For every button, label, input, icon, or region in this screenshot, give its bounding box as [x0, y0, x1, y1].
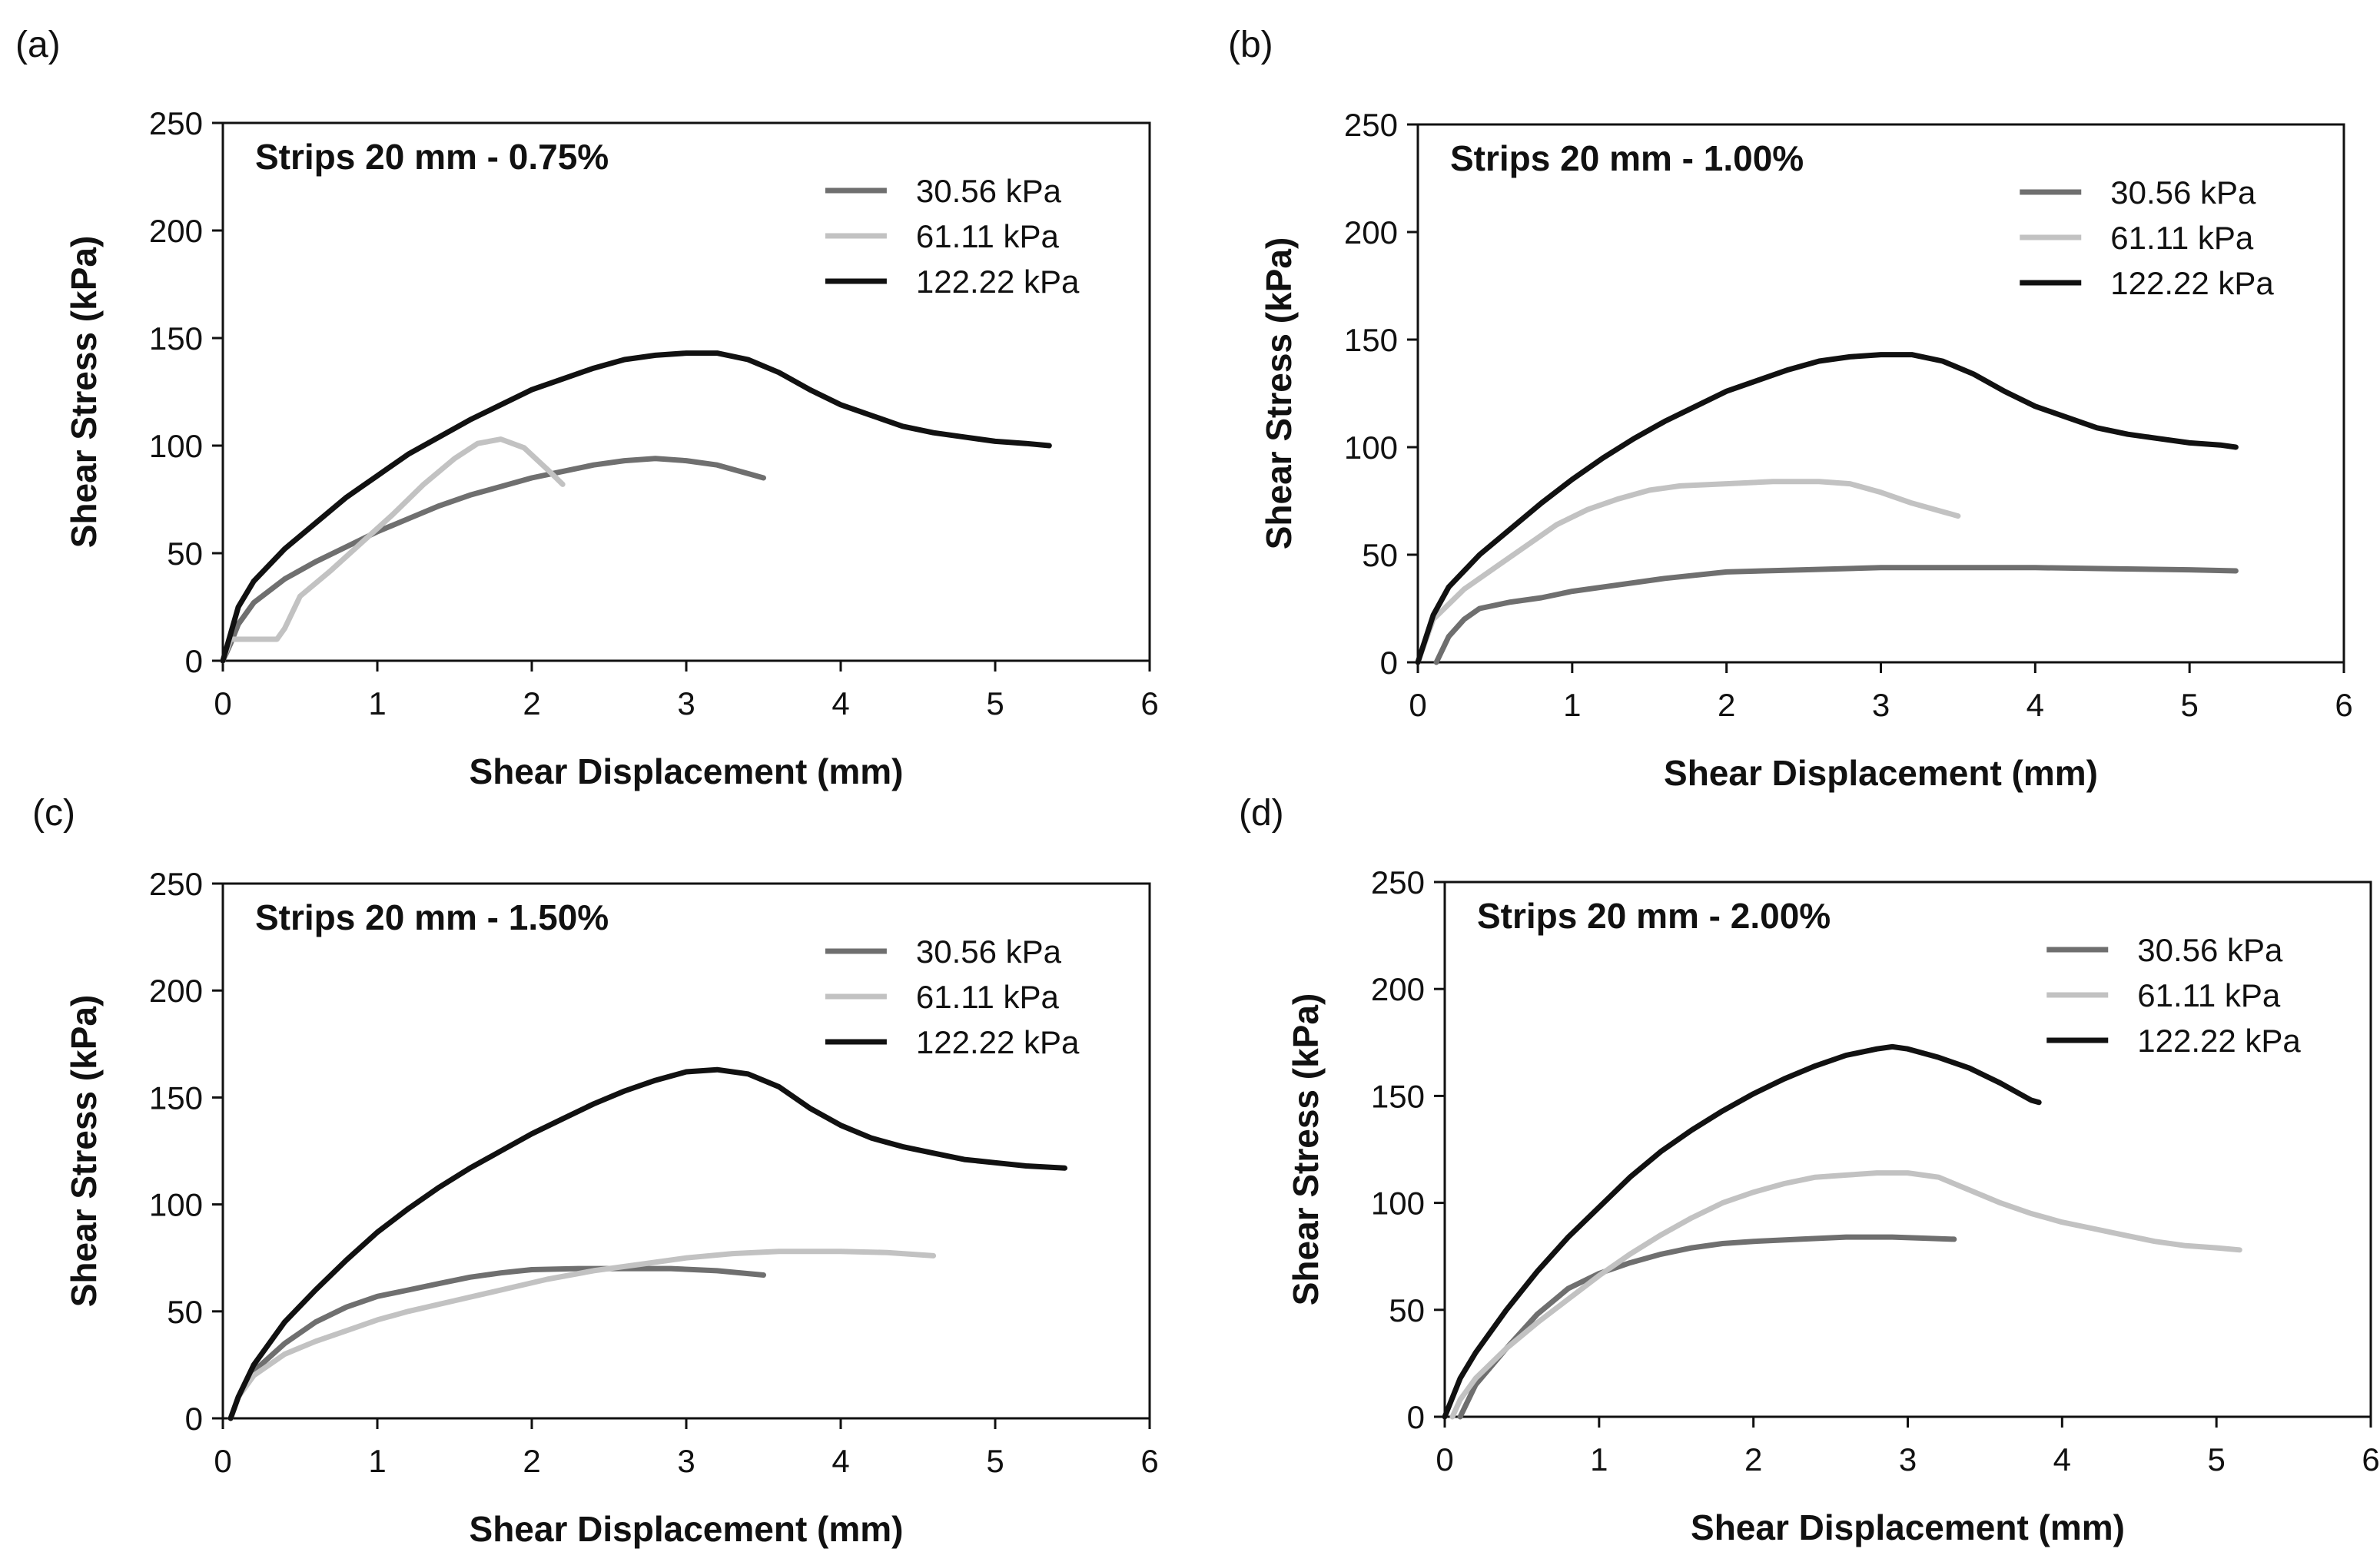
x-tick-label: 3: [677, 1443, 695, 1479]
x-tick-label: 2: [523, 1443, 540, 1479]
panel-label: (b): [1228, 25, 1273, 65]
legend-label: 122.22 kPa: [2137, 1023, 2301, 1059]
y-tick-label: 150: [1344, 322, 1398, 358]
y-axis-label: Shear Stress (kPa): [64, 995, 104, 1308]
y-tick-label: 100: [1371, 1186, 1425, 1222]
y-tick-label: 100: [149, 1187, 203, 1223]
x-axis-label: Shear Displacement (mm): [1691, 1507, 2125, 1547]
y-tick-label: 250: [1344, 107, 1398, 143]
y-tick-label: 50: [167, 536, 203, 572]
x-tick-label: 1: [368, 1443, 386, 1479]
y-axis-label: Shear Stress (kPa): [1259, 237, 1299, 550]
x-tick-label: 6: [2362, 1441, 2379, 1477]
y-tick-label: 100: [1344, 429, 1398, 466]
x-tick-label: 0: [1436, 1441, 1453, 1477]
legend-label: 30.56 kPa: [2110, 174, 2256, 211]
series-line-0: [220, 456, 766, 664]
legend-label: 122.22 kPa: [916, 264, 1080, 300]
x-tick-label: 5: [2180, 687, 2198, 723]
y-tick-label: 0: [185, 643, 203, 679]
x-tick-label: 0: [1409, 687, 1426, 723]
chart-panel-3: (d) 0 50 100 150 200 250 0 1 2 3 4 5 6 Shear Displacem…: [1239, 793, 2380, 1547]
x-tick-label: 4: [832, 685, 849, 721]
x-tick-label: 4: [2026, 687, 2044, 723]
series-line-0: [1457, 1234, 1957, 1420]
x-tick-label: 1: [368, 685, 386, 721]
x-tick-label: 3: [1899, 1441, 1917, 1477]
x-tick-label: 3: [677, 685, 695, 721]
x-axis-label: Shear Displacement (mm): [470, 1509, 904, 1549]
y-tick-label: 250: [149, 866, 203, 902]
series-line-0: [1433, 565, 2239, 665]
y-tick-label: 200: [149, 213, 203, 249]
x-tick-label: 5: [986, 1443, 1004, 1479]
y-tick-label: 200: [149, 973, 203, 1009]
series-line-0: [227, 1265, 766, 1421]
y-tick-label: 50: [1389, 1292, 1425, 1328]
chart-title: Strips 20 mm - 1.50%: [255, 897, 609, 937]
y-tick-label: 0: [1380, 645, 1398, 681]
legend-label: 61.11 kPa: [916, 979, 1060, 1015]
series-line-1: [1415, 479, 1961, 665]
series-line-1: [220, 436, 566, 664]
series-line-2: [220, 350, 1052, 664]
chart-title: Strips 20 mm - 0.75%: [255, 137, 609, 177]
y-tick-label: 150: [149, 1079, 203, 1116]
x-tick-label: 4: [2053, 1441, 2071, 1477]
x-tick-label: 5: [986, 685, 1004, 721]
chart-title: Strips 20 mm - 2.00%: [1477, 896, 1831, 936]
legend-label: 122.22 kPa: [2110, 265, 2274, 301]
x-tick-label: 0: [214, 1443, 231, 1479]
x-tick-label: 0: [214, 685, 231, 721]
x-tick-label: 5: [2207, 1441, 2225, 1477]
y-tick-label: 100: [149, 428, 203, 464]
x-tick-label: 6: [1140, 1443, 1158, 1479]
series-line-1: [227, 1249, 937, 1421]
series-line-2: [1415, 352, 2239, 665]
x-tick-label: 6: [2335, 687, 2352, 723]
y-tick-label: 50: [1362, 537, 1398, 573]
x-tick-label: 2: [1744, 1441, 1762, 1477]
legend-label: 30.56 kPa: [2137, 932, 2283, 968]
x-axis-label: Shear Displacement (mm): [1664, 753, 2098, 793]
y-tick-label: 0: [185, 1401, 203, 1437]
chart-panel-2: (c) 0 50 100 150 200 250 0 1 2 3 4 5 6 Shear Displacem…: [32, 793, 1159, 1549]
y-tick-label: 200: [1344, 214, 1398, 250]
x-tick-label: 2: [523, 685, 540, 721]
x-axis-label: Shear Displacement (mm): [470, 751, 904, 791]
x-tick-label: 3: [1872, 687, 1890, 723]
panel-label: (a): [15, 25, 61, 65]
x-tick-label: 4: [832, 1443, 849, 1479]
x-tick-label: 1: [1563, 687, 1581, 723]
y-tick-label: 200: [1371, 971, 1425, 1007]
x-tick-label: 2: [1718, 687, 1735, 723]
panel-label: (d): [1239, 793, 1284, 834]
y-tick-label: 150: [1371, 1078, 1425, 1114]
y-tick-label: 250: [149, 105, 203, 141]
legend-label: 61.11 kPa: [916, 218, 1060, 254]
x-tick-label: 1: [1590, 1441, 1608, 1477]
y-tick-label: 150: [149, 320, 203, 357]
y-axis-label: Shear Stress (kPa): [64, 236, 104, 549]
panel-label: (c): [32, 793, 75, 834]
y-tick-label: 50: [167, 1294, 203, 1330]
chart-panel-1: (b) 0 50 100 150 200 250 0 1 2 3 4 5 6 Shear Displacem…: [1228, 25, 2353, 793]
series-line-1: [1449, 1170, 2242, 1420]
chart-title: Strips 20 mm - 1.00%: [1450, 138, 1804, 178]
series-line-2: [1442, 1043, 2042, 1420]
legend-label: 30.56 kPa: [916, 173, 1062, 209]
series-line-2: [227, 1066, 1067, 1421]
y-axis-label: Shear Stress (kPa): [1286, 993, 1326, 1306]
legend-label: 122.22 kPa: [916, 1024, 1080, 1060]
chart-panel-0: (a) 0 50 100 150 200 250 0 1 2 3 4 5 6 Shear Displacem…: [15, 25, 1159, 791]
x-tick-label: 6: [1140, 685, 1158, 721]
legend-label: 61.11 kPa: [2137, 977, 2281, 1013]
legend-label: 61.11 kPa: [2110, 220, 2254, 256]
y-tick-label: 250: [1371, 864, 1425, 900]
y-tick-label: 0: [1407, 1399, 1425, 1435]
legend-label: 30.56 kPa: [916, 934, 1062, 970]
